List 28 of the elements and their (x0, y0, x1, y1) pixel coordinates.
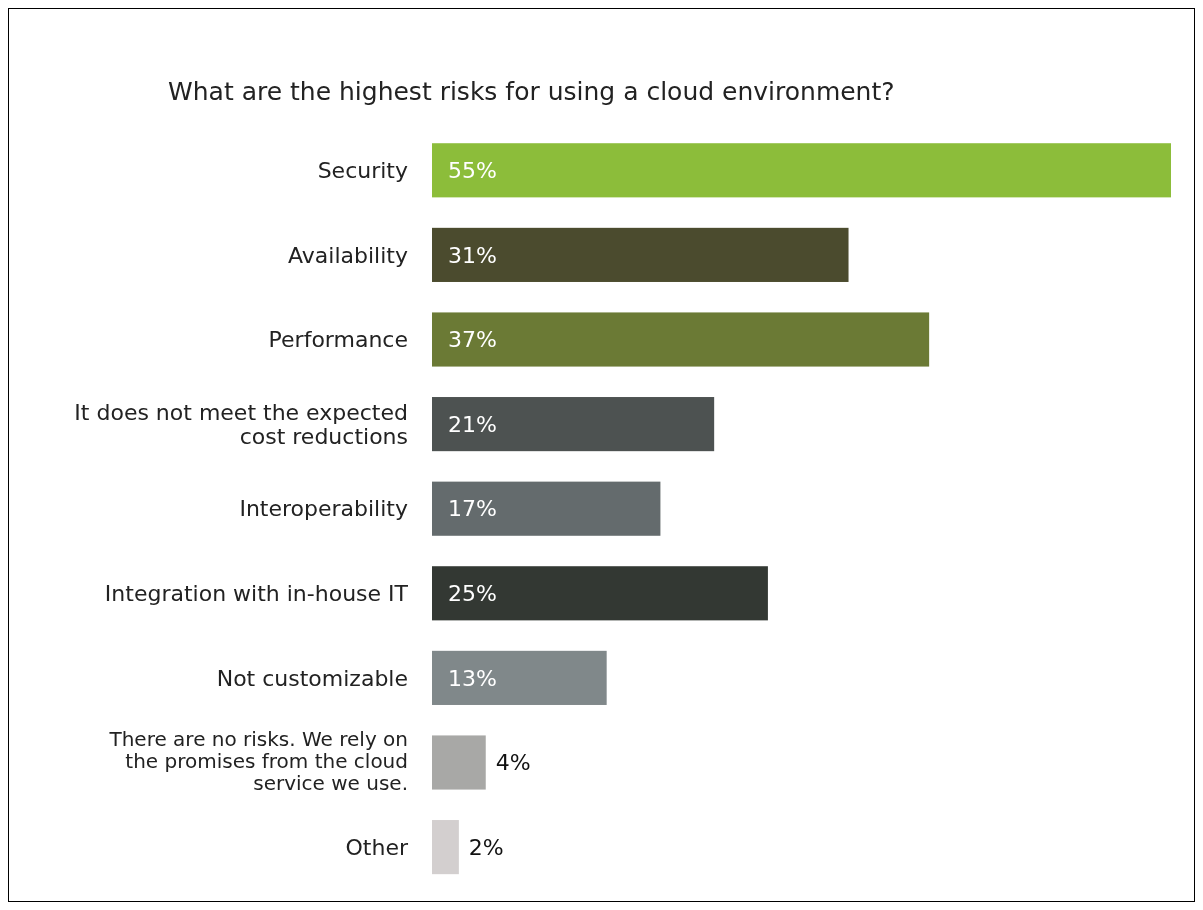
data-label: 2% (468, 834, 504, 860)
y-tick-label: Availability (288, 242, 408, 268)
bar (432, 143, 1171, 198)
y-tick-label: Integration with in-house IT (104, 581, 409, 606)
bar (432, 735, 486, 790)
y-tick-label: Performance (268, 327, 408, 353)
data-label: 4% (495, 750, 531, 776)
bar (432, 481, 661, 536)
data-label: 25% (448, 581, 497, 606)
bar (432, 227, 849, 282)
data-label: 13% (448, 665, 497, 691)
data-label: 37% (448, 327, 497, 353)
data-label: 31% (448, 242, 497, 268)
bar (432, 650, 607, 705)
data-label: 17% (448, 496, 497, 522)
bar (432, 820, 459, 875)
chart-title: What are the highest risks for using a cloud environment? (168, 77, 895, 106)
bar (432, 312, 930, 367)
data-label: 55% (448, 158, 497, 183)
y-tick-label: Not customizable (216, 665, 408, 691)
bar (432, 397, 715, 452)
y-tick-label: Interoperability (239, 496, 408, 522)
y-tick-label: Security (317, 158, 408, 183)
bar (432, 566, 768, 621)
y-tick-label: Other (345, 834, 409, 860)
y-tick-label: There are no risks. We rely on the promises from the cloud service we use. (108, 726, 408, 795)
data-label: 21% (448, 411, 497, 437)
y-tick-label: It does not meet the expected cost reductions (74, 399, 408, 449)
